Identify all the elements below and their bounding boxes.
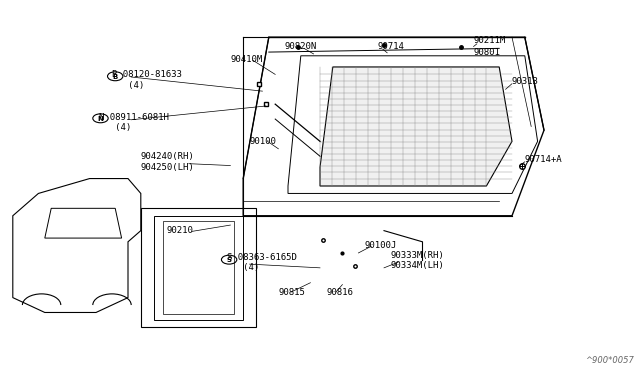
Text: 90410M: 90410M bbox=[230, 55, 262, 64]
Text: 904240(RH)
904250(LH): 904240(RH) 904250(LH) bbox=[141, 152, 195, 171]
Text: 90210: 90210 bbox=[166, 226, 193, 235]
Text: 90313: 90313 bbox=[512, 77, 539, 86]
Text: N 08911-6081H
   (4): N 08911-6081H (4) bbox=[99, 113, 169, 132]
Text: 90714: 90714 bbox=[378, 42, 404, 51]
Text: 90816: 90816 bbox=[326, 288, 353, 296]
Text: 90820N: 90820N bbox=[285, 42, 317, 51]
Text: N: N bbox=[97, 116, 104, 122]
Text: 90815: 90815 bbox=[278, 288, 305, 296]
Text: 90801: 90801 bbox=[474, 48, 500, 57]
Text: S 08363-6165D
   (4): S 08363-6165D (4) bbox=[227, 253, 297, 272]
Text: 90333M(RH)
90334M(LH): 90333M(RH) 90334M(LH) bbox=[390, 251, 444, 270]
Text: B 08120-81633
   (4): B 08120-81633 (4) bbox=[112, 70, 182, 90]
Text: 90714+A: 90714+A bbox=[525, 155, 563, 164]
Text: B: B bbox=[113, 74, 118, 80]
Text: 90211M: 90211M bbox=[474, 36, 506, 45]
Polygon shape bbox=[320, 67, 512, 186]
Text: 90100: 90100 bbox=[250, 137, 276, 146]
Text: ^900*0057: ^900*0057 bbox=[585, 356, 634, 365]
Text: 90100J: 90100J bbox=[365, 241, 397, 250]
Text: S: S bbox=[227, 257, 232, 263]
